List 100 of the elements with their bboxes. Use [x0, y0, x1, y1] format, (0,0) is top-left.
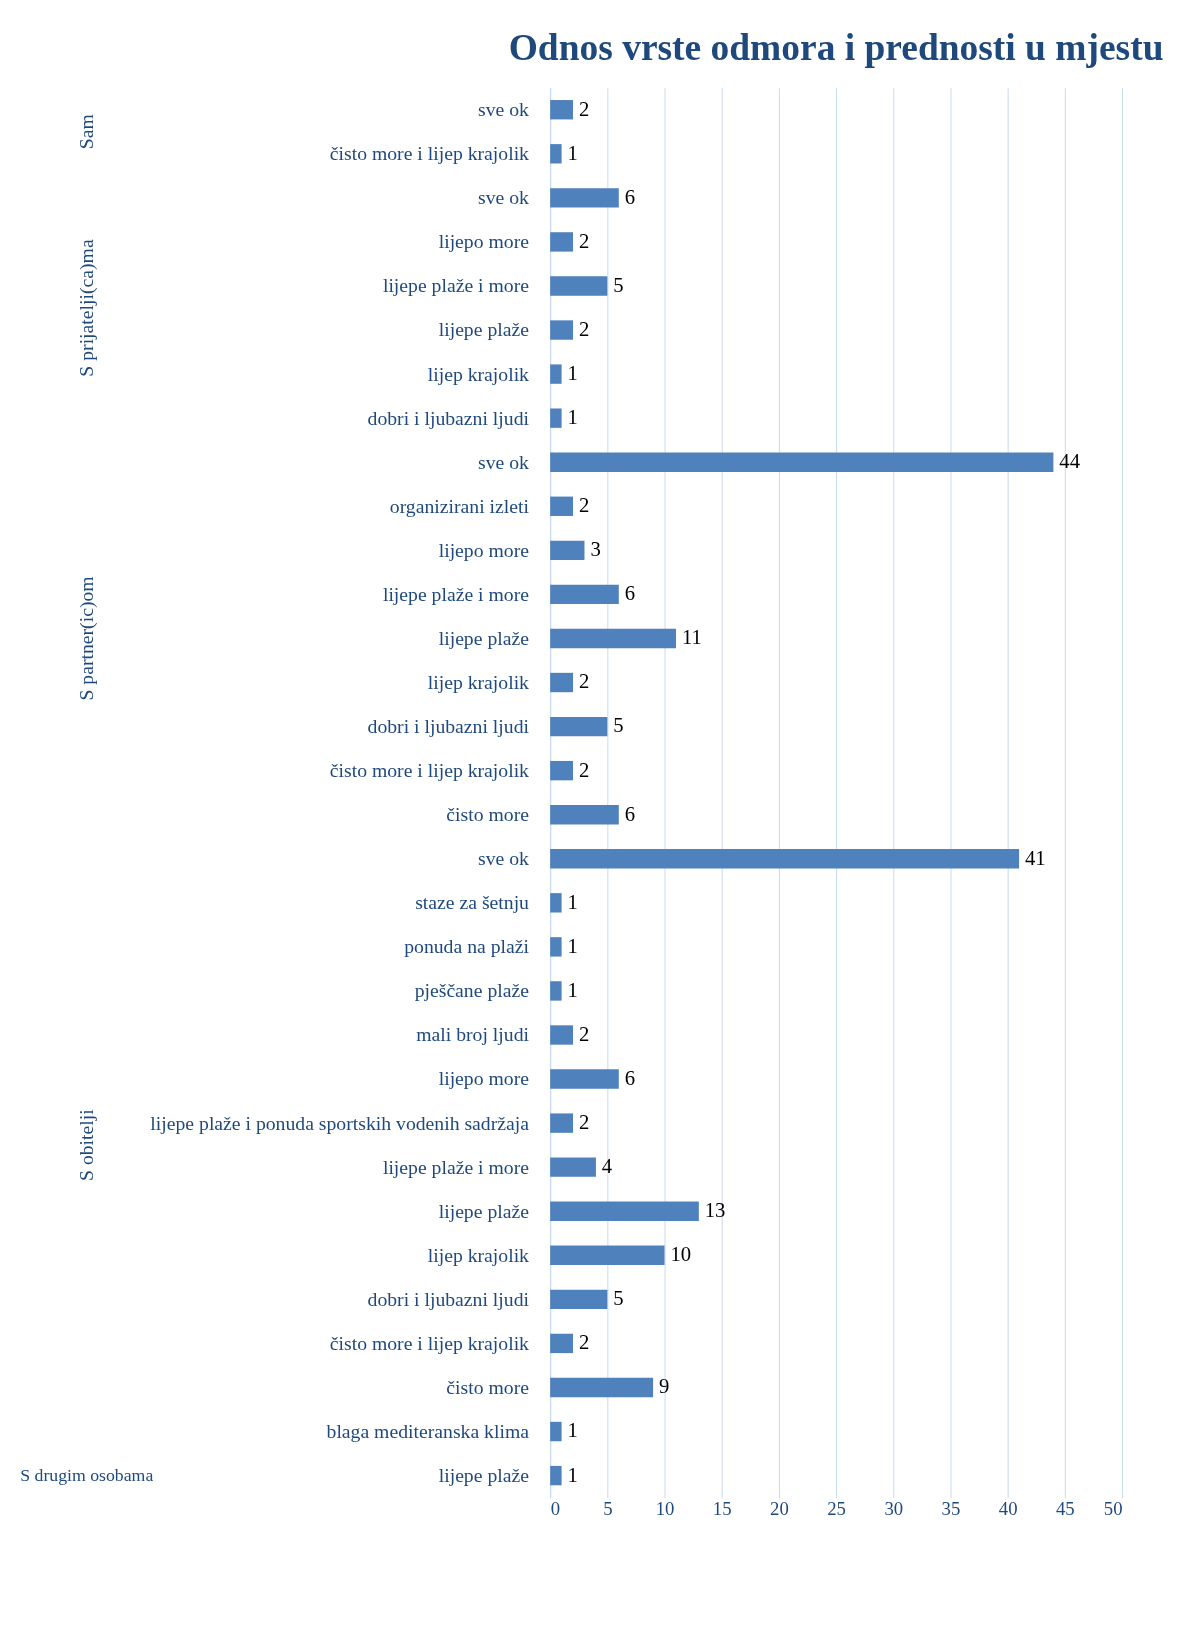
bar: [550, 276, 608, 296]
bar: [550, 584, 619, 605]
y-tick-label: organizirani izleti: [389, 494, 530, 517]
bar: [550, 672, 574, 693]
y-tick-label: lijep krajolik: [427, 1243, 530, 1266]
data-label: 4: [601, 1155, 613, 1178]
data-label: 2: [578, 670, 590, 693]
bar: [550, 100, 574, 120]
bar: [550, 628, 676, 649]
y-tick-label: čisto more: [446, 1375, 530, 1398]
data-label: 44: [1059, 450, 1081, 473]
x-tick-label: 5: [603, 1497, 613, 1519]
bar: [550, 320, 574, 340]
bar: [550, 1377, 654, 1398]
data-label: 6: [624, 1066, 636, 1089]
data-label: 1: [567, 406, 578, 429]
bar: [550, 408, 562, 428]
data-label: 1: [567, 1463, 578, 1486]
y-tick-label: lijepe plaže i more: [382, 582, 530, 605]
text: S prijatelji(ca)ma: [74, 239, 98, 377]
y-tick-label: lijep krajolik: [427, 362, 530, 385]
data-label: 11: [681, 626, 702, 649]
text: Sam: [74, 113, 97, 150]
bar: [550, 188, 619, 208]
data-label: 1: [567, 362, 578, 385]
y-tick-label: mali broj ljudi: [416, 1023, 530, 1046]
y-tick-label: dobri i ljubazni ljudi: [367, 714, 530, 737]
y-tick-label: lijep krajolik: [427, 670, 530, 693]
bar: [550, 937, 562, 957]
x-tick-label: 35: [941, 1497, 961, 1519]
data-label: 2: [578, 758, 590, 781]
bar: [550, 1333, 574, 1354]
y-tick-label: staze za šetnju: [415, 891, 530, 914]
data-label: 5: [613, 714, 624, 737]
data-label: 9: [659, 1375, 670, 1398]
x-tick-label: 30: [884, 1497, 904, 1519]
y-tick-label: lijepe plaže: [438, 1199, 530, 1222]
text: S drugim osobama: [20, 1464, 154, 1485]
data-label: 1: [567, 978, 578, 1001]
bar: [550, 1157, 596, 1177]
y-tick-label: lijepe plaže i more: [382, 1155, 530, 1178]
bar: [550, 232, 574, 252]
y-tick-label: lijepo more: [438, 1067, 530, 1090]
y-tick-label: sve ok: [478, 186, 530, 209]
data-label: 2: [578, 317, 590, 340]
data-label: 1: [567, 141, 578, 164]
data-label: 41: [1025, 846, 1046, 869]
data-label: 1: [567, 934, 578, 957]
y-tick-label: čisto more: [446, 803, 530, 826]
y-tick-label: čisto more i lijep krajolik: [329, 1331, 530, 1354]
x-tick-label: 0: [550, 1497, 561, 1519]
y-tick-label: blaga mediteranska klima: [326, 1419, 530, 1442]
y-tick-label: čisto more i lijep krajolik: [329, 142, 530, 165]
bar: [550, 849, 1020, 869]
y-tick-label: lijepo more: [438, 538, 530, 561]
y-tick-label: lijepe plaže: [438, 626, 530, 649]
x-tick-label: 25: [827, 1497, 846, 1519]
bar: [550, 981, 562, 1001]
y-tick-label: lijepe plaže: [438, 318, 530, 341]
y-tick-label: čisto more i lijep krajolik: [329, 759, 530, 782]
bar: [550, 760, 574, 781]
chart-title: Odnos vrste odmora i prednosti u mjestu: [508, 27, 1164, 69]
bar: [550, 1201, 699, 1221]
bar: [550, 1465, 562, 1486]
data-label: 2: [578, 1022, 590, 1045]
x-tick-label: 20: [770, 1497, 789, 1519]
data-label: 2: [578, 494, 590, 517]
x-tick-label: 15: [712, 1497, 732, 1519]
data-label: 6: [624, 582, 636, 605]
data-label: 5: [613, 273, 624, 296]
bar: [550, 364, 562, 384]
bar: [550, 1289, 608, 1310]
x-tick-label: 10: [655, 1497, 675, 1519]
y-tick-label: lijepe plaže: [438, 1464, 530, 1487]
bar: [550, 496, 574, 516]
bar: [550, 1245, 665, 1265]
data-label: 2: [578, 1111, 590, 1134]
data-label: 2: [578, 1331, 590, 1354]
y-tick-label: dobri i ljubazni ljudi: [367, 1287, 530, 1310]
text: S obitelji: [74, 1108, 97, 1181]
bar: [550, 144, 562, 164]
data-label: 13: [704, 1199, 726, 1222]
data-label: 5: [613, 1287, 624, 1310]
bar: [550, 1113, 574, 1133]
data-label: 3: [590, 538, 601, 561]
data-label: 1: [567, 890, 578, 913]
text: S partner(ic)om: [74, 575, 98, 701]
bar: [550, 452, 1054, 472]
data-label: 6: [624, 802, 636, 825]
y-tick-label: lijepe plaže i ponuda sportskih vodenih sadržaja: [150, 1111, 530, 1134]
bar: [550, 1025, 574, 1045]
bar: [550, 805, 619, 825]
data-label: 1: [567, 1419, 578, 1442]
y-tick-label: pješčane plaže: [414, 979, 530, 1002]
y-tick-label: sve ok: [478, 450, 530, 473]
data-label: 2: [578, 97, 590, 120]
data-label: 10: [670, 1243, 692, 1266]
x-tick-label: 45: [1055, 1497, 1075, 1519]
y-tick-label: lijepe plaže i more: [382, 274, 530, 297]
y-tick-label: lijepo more: [438, 230, 530, 253]
